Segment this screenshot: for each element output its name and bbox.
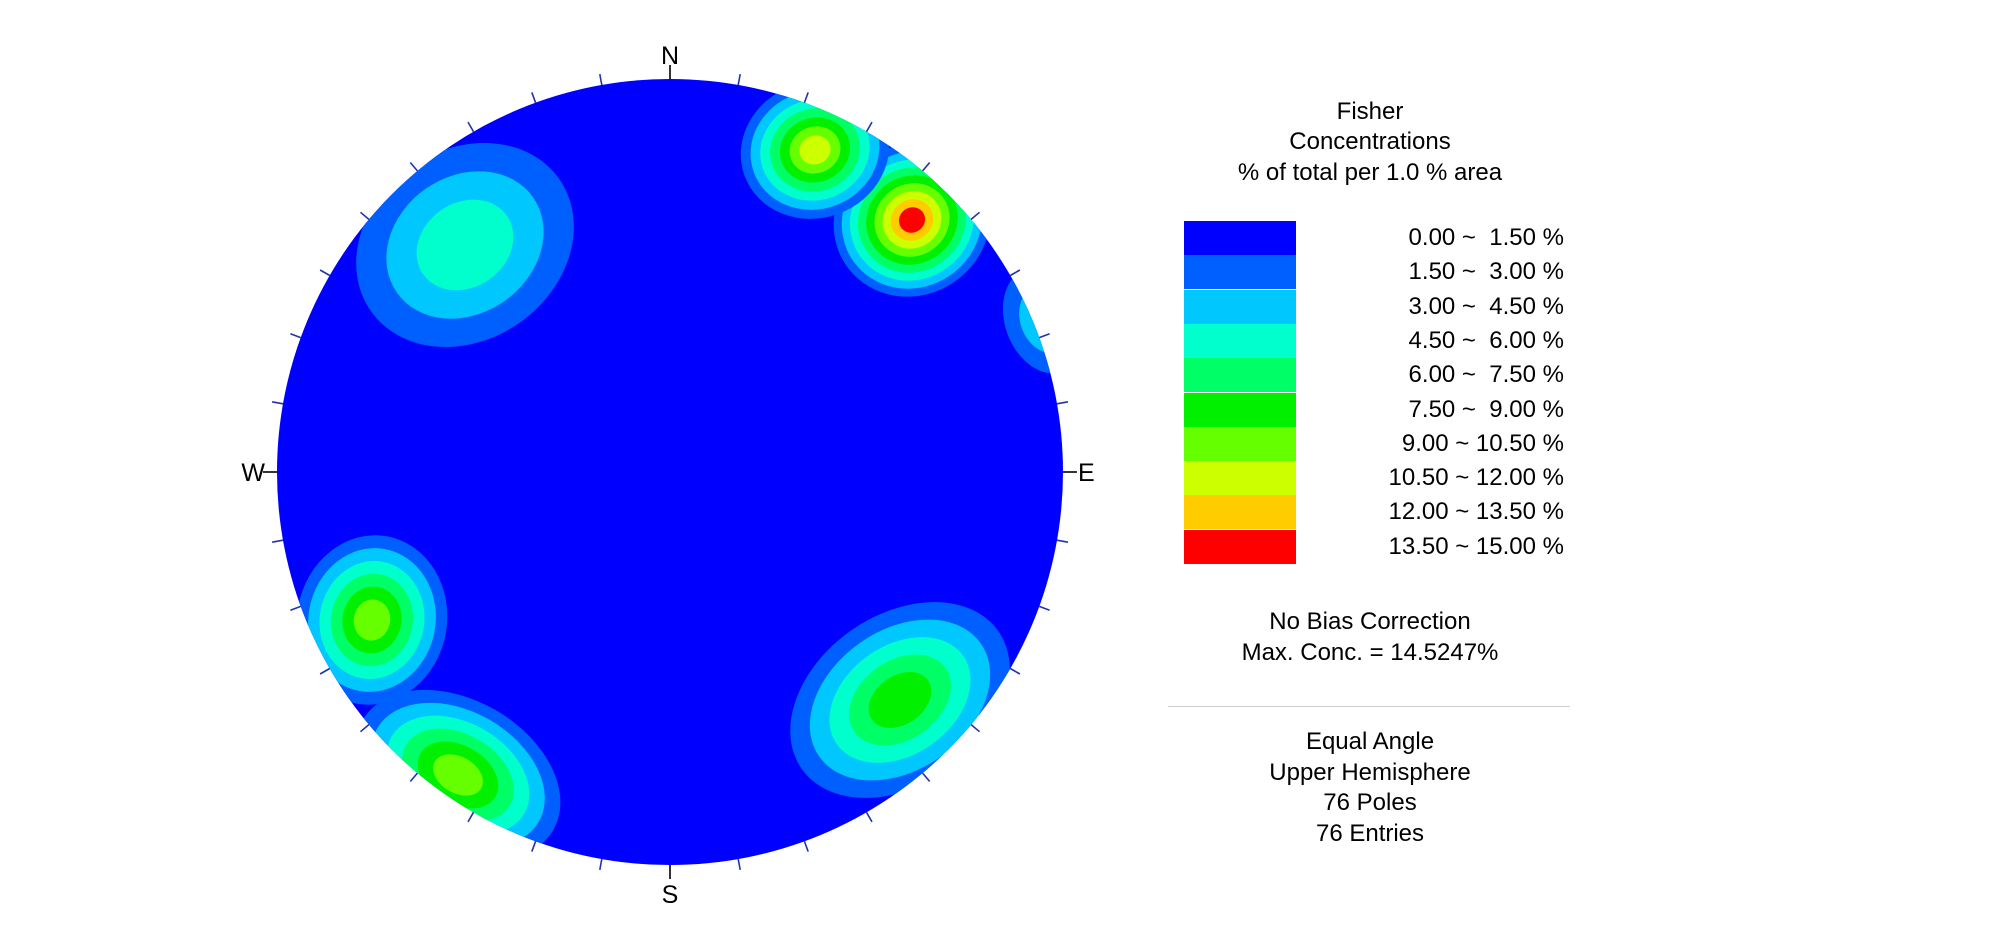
azimuth-tick — [737, 73, 741, 86]
azimuth-tick — [803, 841, 809, 852]
projection-text: Equal Angle — [1305, 728, 1435, 755]
azimuth-tick — [1009, 269, 1021, 277]
azimuth-tick — [531, 92, 537, 103]
contour-band — [433, 754, 483, 796]
contour-band — [799, 135, 831, 165]
azimuth-tick — [970, 211, 981, 221]
azimuth-tick — [409, 772, 419, 783]
azimuth-tick — [865, 121, 873, 133]
legend-title-line-3: % of total per 1.0 % area — [1237, 159, 1503, 186]
contour-band — [416, 199, 514, 291]
azimuth-tick — [467, 121, 475, 133]
legend-title-line-2: Concentrations — [1289, 128, 1451, 155]
cluster-south-east — [790, 602, 1010, 798]
legend-range-label: 4.50 ~ 6.00 % — [1408, 326, 1564, 354]
legend-range-label: 10.50 ~ 12.00 % — [1388, 464, 1564, 492]
azimuth-tick — [803, 92, 809, 103]
cluster-north-west — [356, 142, 574, 348]
legend-row: 9.00 ~ 10.50 % — [1184, 426, 1574, 461]
legend-range-label: 13.50 ~ 15.00 % — [1388, 532, 1564, 560]
legend-row: 12.00 ~ 13.50 % — [1184, 495, 1574, 530]
legend-row: 3.00 ~ 4.50 % — [1184, 289, 1574, 324]
legend-range-label: 7.50 ~ 9.00 % — [1408, 395, 1564, 423]
legend-range-label: 3.00 ~ 4.50 % — [1408, 292, 1564, 320]
azimuth-tick — [1039, 333, 1050, 339]
hemisphere-text: Upper Hemisphere — [1269, 759, 1471, 786]
azimuth-tick — [599, 858, 603, 871]
legend-swatch — [1184, 495, 1296, 530]
azimuth-tick — [531, 841, 537, 852]
legend-row: 10.50 ~ 12.00 % — [1184, 461, 1574, 496]
azimuth-tick — [319, 667, 331, 675]
legend-swatch — [1184, 323, 1296, 358]
legend-swatch — [1184, 255, 1296, 290]
contour-band — [353, 599, 391, 641]
legend-panel: Fisher Concentrations % of total per 1.0… — [1160, 0, 1580, 939]
azimuth-tick — [1056, 539, 1069, 543]
azimuth-tick — [359, 723, 370, 733]
entries-count-text: 76 Entries — [1315, 820, 1425, 847]
legend-swatch — [1184, 221, 1296, 255]
legend-row: 6.00 ~ 7.50 % — [1184, 358, 1574, 393]
azimuth-tick — [1009, 667, 1021, 675]
legend-row: 0.00 ~ 1.50 % — [1184, 221, 1574, 255]
azimuth-tick — [737, 858, 741, 871]
legend-swatch — [1184, 358, 1296, 393]
azimuth-tick — [921, 161, 931, 172]
azimuth-tick — [865, 811, 873, 823]
azimuth-tick — [290, 605, 301, 611]
compass-south-label: S — [662, 881, 679, 909]
legend-range-label: 6.00 ~ 7.50 % — [1408, 361, 1564, 389]
legend-divider — [1168, 706, 1570, 707]
legend-title-line-1: Fisher — [1336, 98, 1404, 125]
legend-swatch — [1184, 392, 1296, 427]
azimuth-tick — [1039, 605, 1050, 611]
azimuth-tick — [467, 811, 475, 823]
azimuth-tick — [271, 539, 284, 543]
azimuth-ticks — [263, 65, 1077, 879]
cluster-west-south-west — [296, 535, 448, 705]
legend-swatch — [1184, 529, 1296, 564]
legend-swatch — [1184, 289, 1296, 324]
compass-north-label: N — [661, 42, 679, 70]
contour-band — [898, 207, 926, 233]
legend-row: 1.50 ~ 3.00 % — [1184, 255, 1574, 290]
max-concentration-text: Max. Conc. = 14.5247% — [1241, 639, 1499, 666]
azimuth-tick — [921, 772, 931, 783]
legend-row: 4.50 ~ 6.00 % — [1184, 323, 1574, 358]
legend-row: 13.50 ~ 15.00 % — [1184, 529, 1574, 564]
legend-swatch — [1184, 461, 1296, 496]
azimuth-tick — [271, 401, 284, 405]
azimuth-tick — [1056, 401, 1069, 405]
azimuth-tick — [359, 211, 370, 221]
contour-band — [868, 672, 932, 728]
legend-swatch — [1184, 426, 1296, 461]
legend-row: 7.50 ~ 9.00 % — [1184, 392, 1574, 427]
stereonet-plot: N E S W — [241, 42, 1095, 909]
legend-range-label: 0.00 ~ 1.50 % — [1408, 224, 1564, 251]
azimuth-tick — [290, 333, 301, 339]
legend-range-label: 9.00 ~ 10.50 % — [1401, 429, 1564, 457]
legend-range-label: 12.00 ~ 13.50 % — [1388, 498, 1564, 526]
bias-correction-text: No Bias Correction — [1269, 608, 1471, 635]
azimuth-tick — [599, 73, 603, 86]
azimuth-tick — [319, 269, 331, 277]
compass-west-label: W — [241, 459, 265, 487]
azimuth-tick — [970, 723, 981, 733]
azimuth-tick — [409, 161, 419, 172]
poles-count-text: 76 Poles — [1323, 789, 1417, 816]
compass-east-label: E — [1078, 459, 1095, 487]
legend-range-label: 1.50 ~ 3.00 % — [1408, 258, 1564, 286]
